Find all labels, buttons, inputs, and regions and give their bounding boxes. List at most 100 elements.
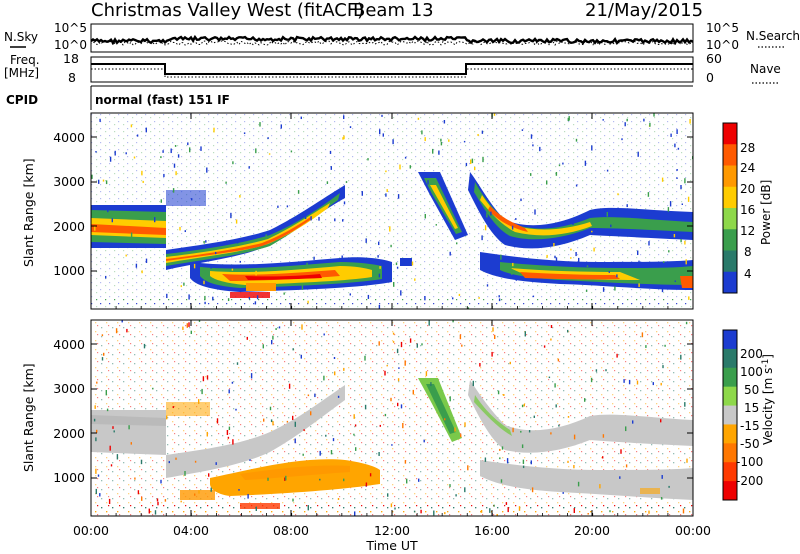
- velocity-noise-pixel: [444, 512, 446, 515]
- power-noise-pixel: [617, 207, 619, 212]
- power-noise-pixel: [187, 142, 189, 146]
- velocity-noise-pixel: [660, 497, 663, 500]
- velocity-noise-pixel: [95, 437, 97, 442]
- power-noise-pixel: [532, 144, 534, 147]
- power-noise-pixel: [188, 294, 190, 300]
- power-noise-pixel: [343, 201, 346, 205]
- velocity-noise-pixel: [392, 341, 395, 343]
- velocity-noise-pixel: [341, 482, 343, 487]
- velocity-noise-pixel: [175, 457, 177, 460]
- power-noise-pixel: [379, 266, 381, 269]
- power-noise-pixel: [449, 251, 451, 256]
- power-cbar-swatch: [723, 271, 737, 294]
- velocity-noise-pixel: [384, 370, 386, 376]
- velocity-noise-pixel: [557, 358, 560, 362]
- power-noise-pixel: [411, 261, 414, 266]
- power-noise-pixel: [676, 169, 678, 171]
- power-noise-pixel: [465, 162, 468, 167]
- power-noise-pixel: [183, 282, 185, 286]
- power-noise-pixel: [520, 198, 522, 202]
- power-echo-band-night: [480, 252, 693, 290]
- velocity-noise-pixel: [680, 354, 682, 360]
- power-noise-pixel: [511, 225, 514, 230]
- xtick-0000-start: 00:00: [73, 523, 109, 538]
- velocity-noise-pixel: [271, 340, 273, 345]
- xtick-1200: 12:00: [374, 523, 410, 538]
- station-title: Christmas Valley West (fitACF): [91, 0, 364, 21]
- power-cbar-tick-12: 12: [740, 224, 755, 238]
- power-noise-pixel: [567, 117, 569, 122]
- power-noise-pixel: [688, 296, 690, 300]
- velocity-noise-pixel: [250, 373, 253, 379]
- velocity-noise-pixel: [489, 508, 491, 513]
- velocity-noise-pixel: [285, 475, 287, 481]
- power-noise-pixel: [334, 218, 336, 222]
- nsky-trace: [90, 34, 694, 46]
- power-noise-pixel: [200, 146, 202, 151]
- velocity-noise-pixel: [636, 380, 639, 385]
- power-noise-pixel: [621, 138, 623, 141]
- power-noise-pixel: [649, 122, 651, 127]
- velocity-noise-pixel: [269, 406, 272, 411]
- power-echo-band-rising: [166, 185, 345, 270]
- velocity-noise-pixel: [143, 343, 146, 349]
- power-noise-pixel: [680, 185, 682, 190]
- velocity-noise-pixel: [616, 353, 618, 358]
- velocity-noise-pixel: [113, 430, 115, 433]
- power-noise-pixel: [399, 164, 401, 170]
- velocity-noise-pixel: [353, 433, 355, 436]
- velocity-noise-pixel: [267, 477, 269, 481]
- velocity-noise-pixel: [480, 510, 483, 513]
- velocity-noise-pixel: [397, 378, 400, 382]
- power-noise-pixel: [614, 286, 616, 291]
- power-noise-pixel: [593, 247, 595, 252]
- power-noise-pixel: [286, 205, 289, 208]
- velocity-noise-pixel: [686, 458, 688, 463]
- power-noise-pixel: [170, 148, 172, 154]
- velocity-noise-pixel: [430, 382, 432, 387]
- power-cbar-swatch: [723, 229, 737, 251]
- power-noise-pixel: [177, 154, 180, 158]
- power-noise-pixel: [255, 270, 257, 276]
- power-noise-pixel: [343, 135, 345, 140]
- velocity-noise-pixel: [319, 478, 321, 481]
- power-noise-pixel: [597, 229, 599, 234]
- power-noise-pixel: [280, 124, 282, 129]
- velocity-noise-pixel: [130, 442, 132, 445]
- velocity-noise-pixel: [160, 479, 162, 484]
- velocity-cbar-tick-neg15: -15: [740, 419, 760, 433]
- velocity-noise-pixel: [452, 320, 454, 323]
- velocity-noise-pixel: [641, 332, 644, 338]
- velocity-noise-pixel: [105, 390, 107, 396]
- velocity-noise-pixel: [307, 394, 310, 397]
- freq-tick-bottom: 8: [68, 70, 76, 85]
- velocity-noise-pixel: [512, 427, 514, 433]
- velocity-noise-pixel: [573, 434, 576, 440]
- velocity-noise-pixel: [409, 338, 412, 343]
- power-noise-pixel: [232, 161, 234, 165]
- velocity-noise-pixel: [359, 478, 362, 482]
- velocity-noise-pixel: [521, 444, 524, 449]
- velocity-noise-pixel: [307, 505, 309, 511]
- power-noise-pixel: [674, 280, 676, 282]
- power-noise-pixel: [236, 240, 239, 244]
- velocity-noise-pixel: [106, 408, 109, 412]
- velocity-noise-pixel: [303, 429, 305, 431]
- velocity-noise-pixel: [263, 418, 265, 422]
- velocity-noise-pixel: [109, 445, 111, 451]
- power-cbar-label: Power [dB]: [759, 180, 773, 245]
- velocity-noise-pixel: [524, 331, 526, 337]
- velocity-noise-pixel: [101, 357, 104, 361]
- power-noise-pixel: [584, 160, 587, 166]
- velocity-noise-pixel: [330, 450, 333, 455]
- nave-trace: [91, 68, 693, 78]
- velocity-noise-pixel: [369, 473, 372, 477]
- velocity-noise-pixel: [96, 381, 98, 384]
- velocity-noise-pixel: [423, 439, 425, 443]
- date-label: 21/May/2015: [585, 0, 703, 21]
- power-noise-pixel: [647, 192, 650, 197]
- power-noise-pixel: [680, 239, 682, 243]
- velocity-noise-pixel: [619, 476, 621, 479]
- velocity-noise-pixel: [94, 405, 96, 409]
- velocity-noise-pixel: [112, 426, 114, 429]
